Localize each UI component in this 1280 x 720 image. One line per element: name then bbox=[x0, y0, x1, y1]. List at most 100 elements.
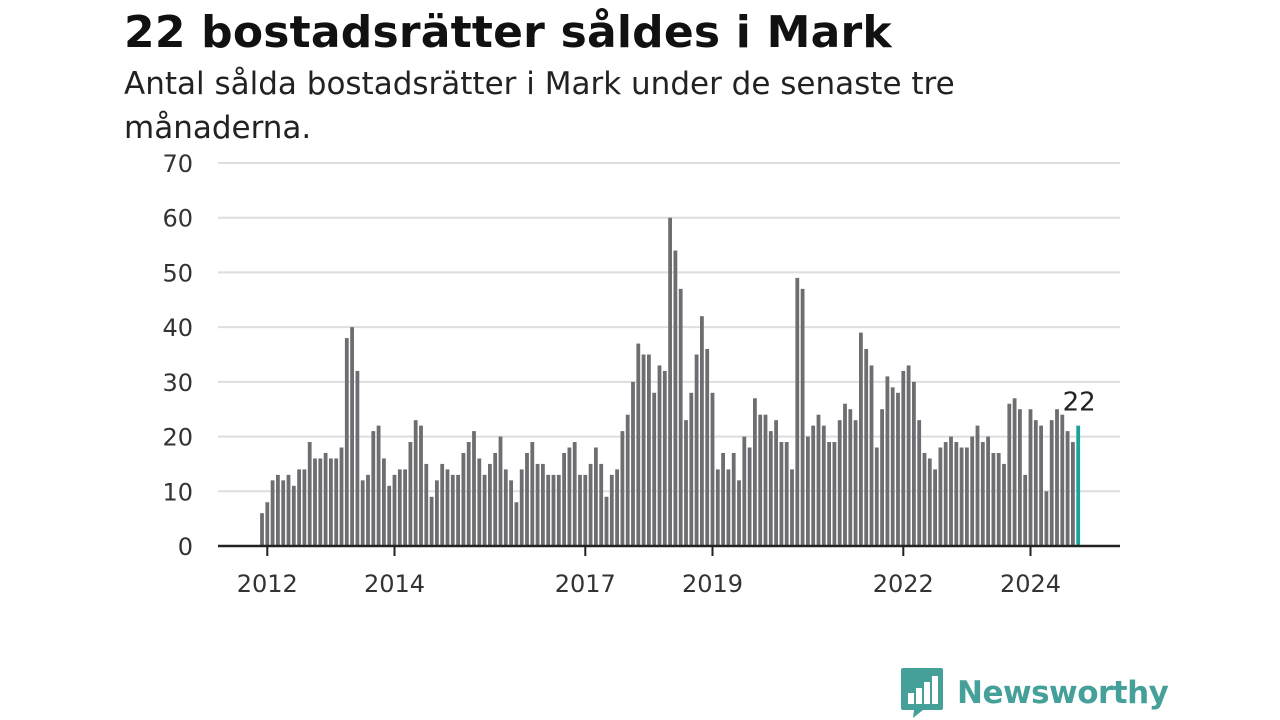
bar bbox=[795, 277, 800, 546]
latest-value-label: 22 bbox=[1063, 388, 1096, 418]
labels: 0 10 20 30 40 50 60 70 22 2012 2014 2017 2019 2022 202… bbox=[162, 150, 1098, 598]
bar bbox=[890, 387, 895, 546]
bar bbox=[609, 474, 614, 546]
bar bbox=[429, 496, 434, 546]
bar bbox=[986, 436, 990, 546]
chart-subtitle: Antal sålda bostadsrätter i Mark under d… bbox=[124, 66, 955, 146]
bar bbox=[620, 431, 625, 546]
bar bbox=[768, 431, 773, 546]
bar bbox=[1055, 409, 1059, 546]
bar bbox=[604, 496, 609, 546]
bar bbox=[896, 392, 900, 546]
bar bbox=[281, 480, 286, 546]
bar bbox=[1012, 398, 1017, 546]
bar bbox=[917, 420, 922, 546]
bar bbox=[435, 480, 439, 546]
bar bbox=[742, 436, 747, 546]
bar bbox=[943, 442, 948, 546]
bar bbox=[297, 469, 301, 546]
bar bbox=[509, 480, 513, 546]
bar bbox=[625, 414, 630, 546]
bar bbox=[556, 474, 561, 546]
bar bbox=[270, 480, 275, 546]
bar bbox=[700, 316, 704, 546]
bar bbox=[567, 447, 572, 546]
bar bbox=[837, 420, 842, 546]
bar bbox=[541, 463, 545, 546]
bar bbox=[488, 463, 492, 546]
bar bbox=[1049, 420, 1054, 546]
bar bbox=[758, 414, 763, 546]
bar bbox=[970, 436, 975, 546]
x-tick-label: 2012 bbox=[237, 570, 298, 598]
y-tick-label: 50 bbox=[162, 259, 193, 287]
bar bbox=[514, 502, 519, 546]
y-tick-label: 0 bbox=[178, 533, 193, 561]
bar bbox=[779, 442, 784, 546]
bar bbox=[291, 485, 296, 546]
bar bbox=[403, 469, 407, 546]
bar bbox=[530, 442, 535, 546]
x-tick-label: 2019 bbox=[682, 570, 743, 598]
bar bbox=[859, 332, 863, 546]
bar-chart: 0 10 20 30 40 50 60 70 22 2012 2014 2017 2019 2022 202… bbox=[162, 150, 1120, 598]
bar bbox=[413, 420, 418, 546]
y-tick-label: 70 bbox=[162, 150, 193, 178]
bar bbox=[376, 425, 381, 546]
y-tick-label: 30 bbox=[162, 369, 193, 397]
bar bbox=[980, 442, 985, 546]
bar bbox=[996, 452, 1001, 546]
bar bbox=[821, 425, 826, 546]
bar bbox=[466, 442, 471, 546]
bar bbox=[811, 425, 816, 546]
bar bbox=[927, 458, 932, 546]
bar bbox=[1060, 414, 1065, 546]
bar bbox=[901, 370, 906, 546]
y-tick-label: 60 bbox=[162, 205, 193, 233]
bar bbox=[1044, 491, 1049, 546]
bar bbox=[318, 458, 323, 546]
bar bbox=[445, 469, 450, 546]
bar bbox=[832, 442, 837, 546]
x-tick-label: 2017 bbox=[555, 570, 616, 598]
bar bbox=[482, 474, 487, 546]
bar bbox=[472, 431, 476, 546]
bar bbox=[705, 349, 710, 546]
bar bbox=[397, 469, 402, 546]
bar bbox=[737, 480, 741, 546]
bar bbox=[684, 420, 688, 546]
bar bbox=[276, 474, 280, 546]
bar bbox=[334, 458, 339, 546]
x-tick-label: 2024 bbox=[1000, 570, 1061, 598]
bar bbox=[949, 436, 953, 546]
bar bbox=[784, 442, 789, 546]
bar bbox=[710, 392, 715, 546]
bar bbox=[673, 250, 678, 547]
bar bbox=[938, 447, 943, 546]
bar bbox=[392, 474, 397, 546]
brand-logo: Newsworthy bbox=[901, 668, 1169, 718]
y-tick-label: 10 bbox=[162, 478, 193, 506]
bar bbox=[763, 414, 768, 546]
bar bbox=[1002, 463, 1006, 546]
bar bbox=[323, 452, 328, 546]
bar bbox=[843, 403, 847, 546]
bar bbox=[360, 480, 365, 546]
bar bbox=[721, 452, 725, 546]
bar bbox=[965, 447, 969, 546]
bar bbox=[371, 431, 376, 546]
bar bbox=[339, 447, 344, 546]
bar bbox=[551, 474, 556, 546]
bar bbox=[641, 354, 646, 546]
bar bbox=[959, 447, 964, 546]
bar bbox=[493, 452, 498, 546]
bar bbox=[350, 327, 354, 546]
bar bbox=[525, 452, 529, 546]
bar bbox=[668, 217, 672, 546]
bar bbox=[572, 442, 577, 546]
bars bbox=[260, 217, 1081, 547]
bar bbox=[694, 354, 699, 546]
brand-name: Newsworthy bbox=[957, 675, 1169, 711]
bar bbox=[265, 502, 270, 546]
bar bbox=[419, 425, 423, 546]
